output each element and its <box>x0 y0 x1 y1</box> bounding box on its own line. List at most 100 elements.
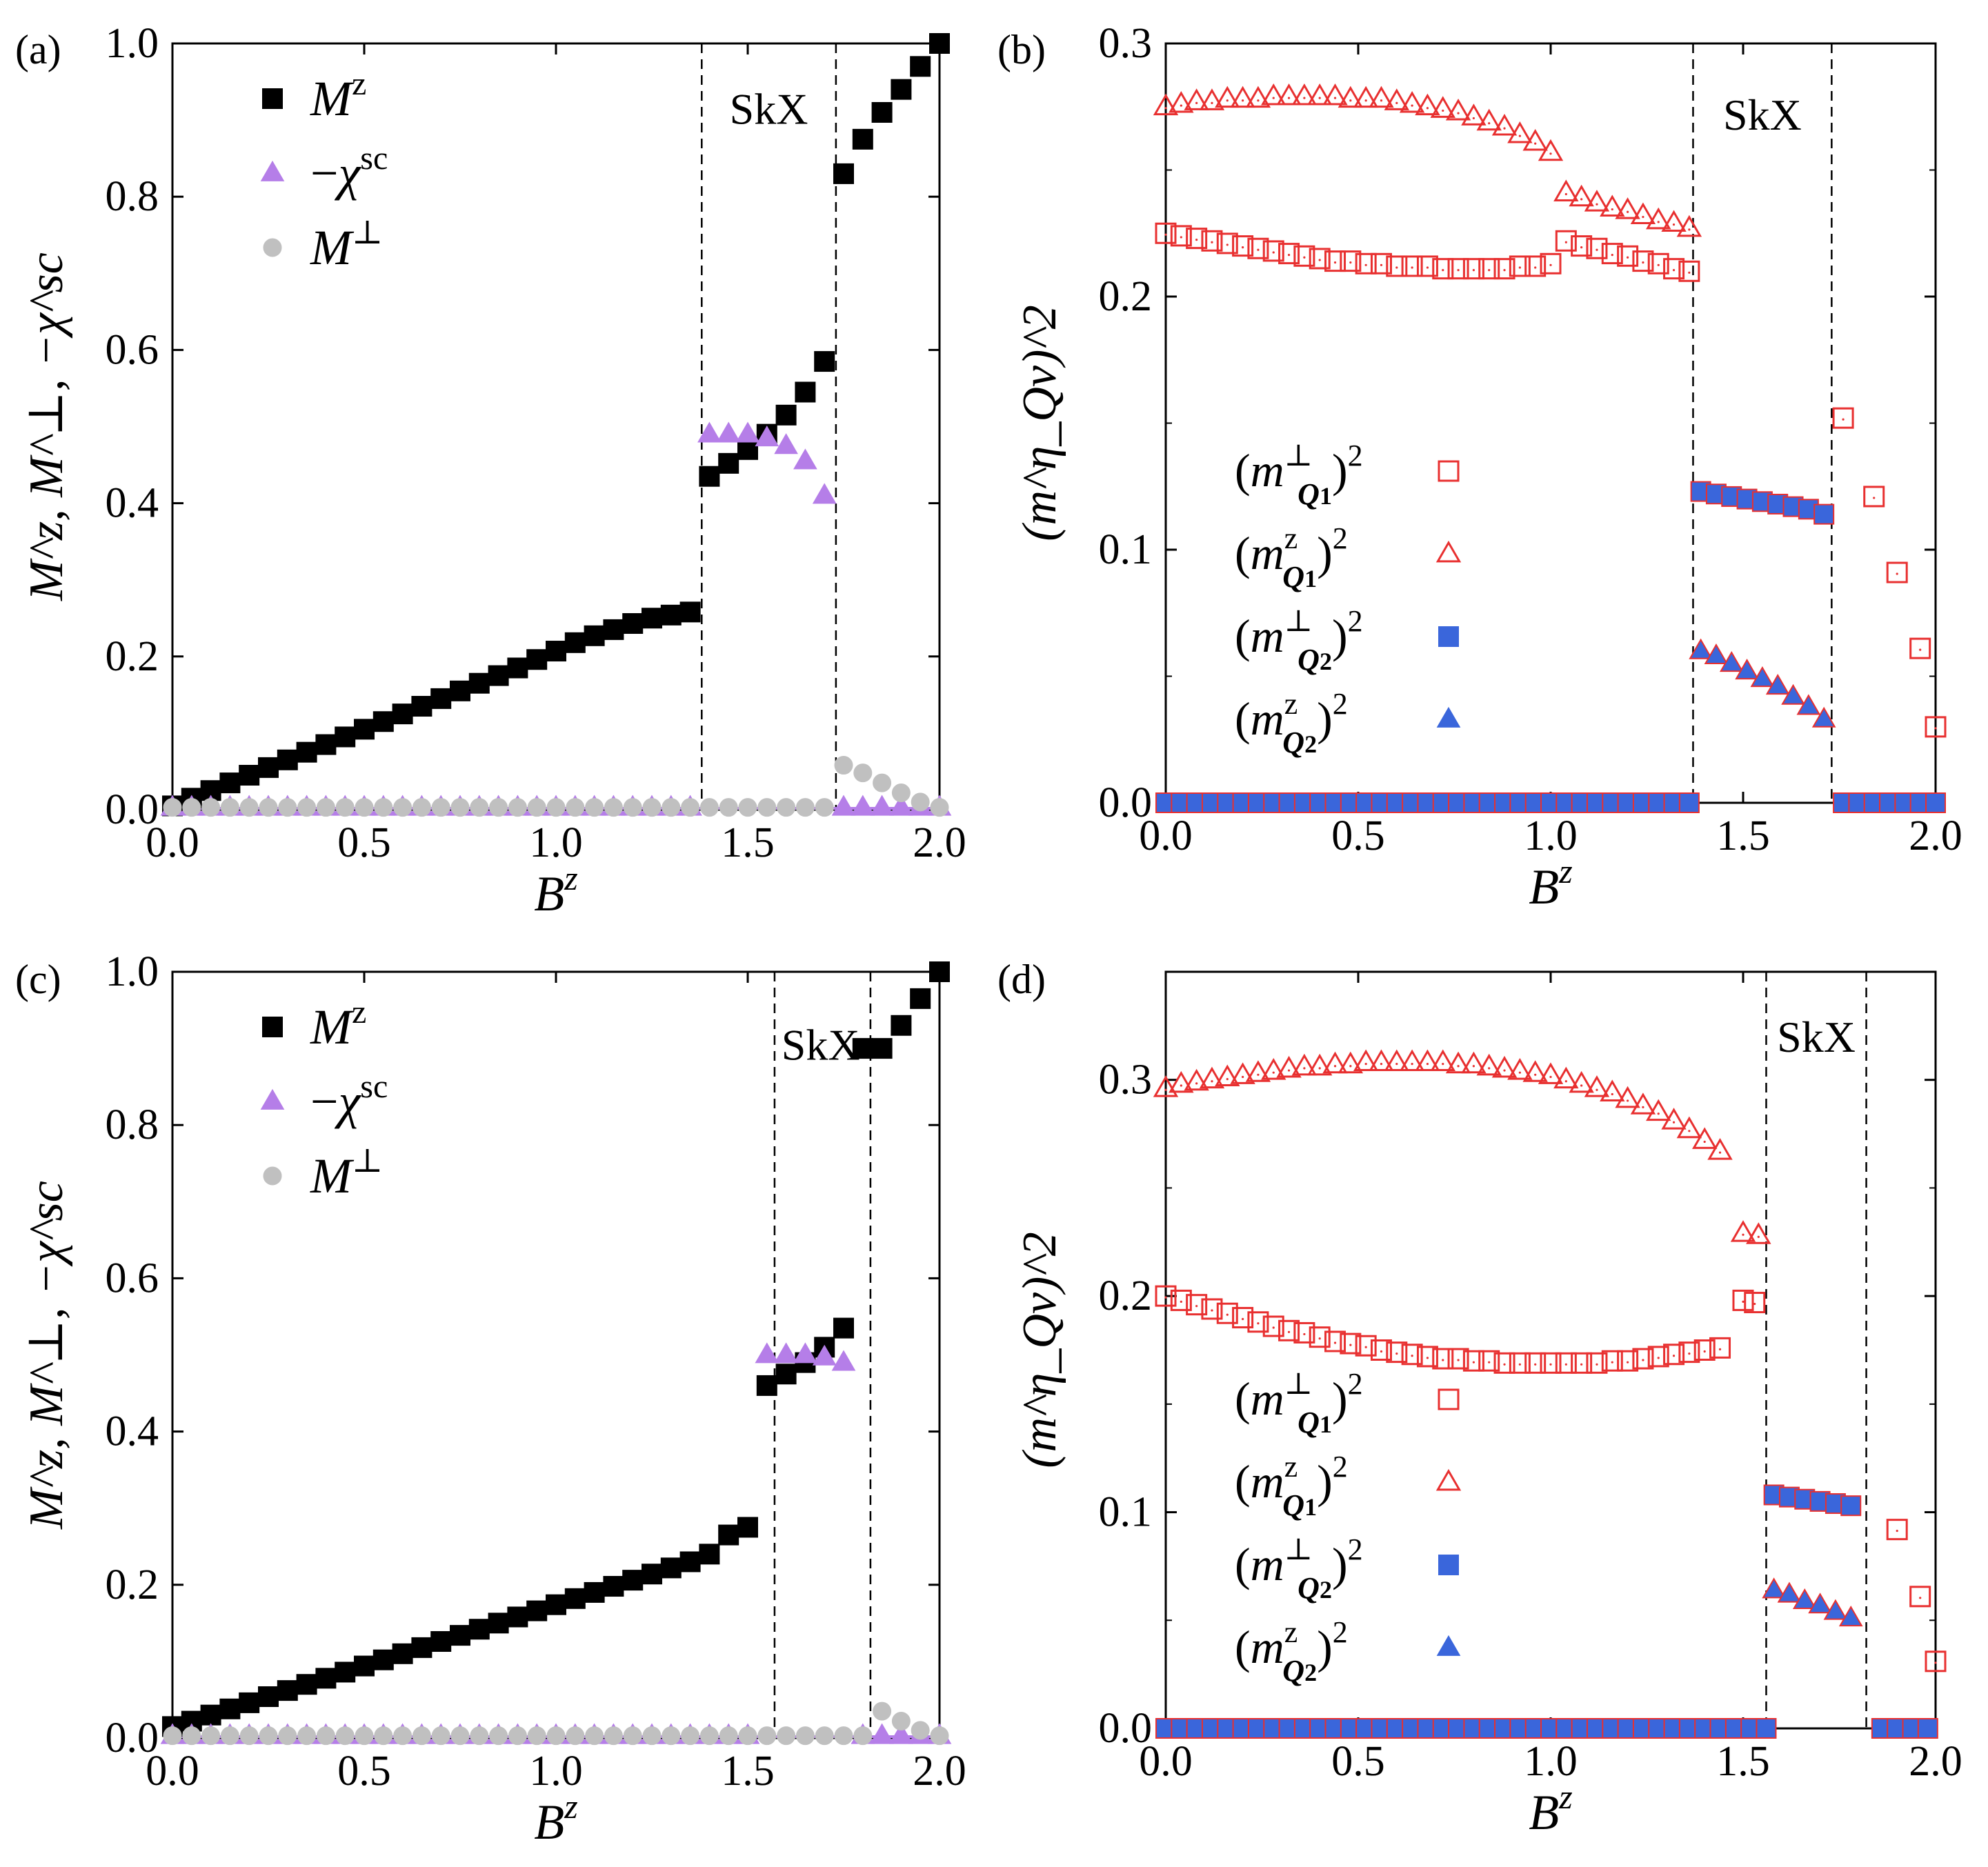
data-point <box>296 741 317 763</box>
x-tick-label: 2.0 <box>1909 1738 1962 1785</box>
data-point <box>564 632 586 653</box>
data-point-center <box>1919 1597 1922 1599</box>
data-point <box>392 1643 413 1664</box>
series-triangle <box>1689 638 1836 728</box>
data-point <box>777 798 796 817</box>
data-point <box>930 798 949 817</box>
x-tick-label: 1.0 <box>529 819 583 866</box>
legend-marker <box>1435 1468 1462 1491</box>
data-point <box>546 641 566 662</box>
data-point <box>851 795 875 816</box>
data-point <box>354 1655 375 1677</box>
data-point <box>182 798 201 817</box>
data-point <box>852 128 873 150</box>
data-point <box>622 1570 644 1591</box>
data-point <box>1447 1348 1469 1370</box>
data-point <box>1491 113 1518 136</box>
legend-marker <box>263 238 282 257</box>
data-point <box>1540 1352 1562 1374</box>
data-point <box>1338 86 1364 108</box>
data-point-center <box>1380 99 1383 102</box>
series-square <box>1155 481 1946 813</box>
data-point <box>1445 1051 1471 1074</box>
data-point-center <box>1303 1067 1306 1070</box>
data-point <box>1524 255 1547 277</box>
data-point-center <box>1934 1661 1937 1664</box>
data-point <box>795 381 816 403</box>
y-tick-label: 1.0 <box>106 20 159 67</box>
data-point <box>1571 235 1593 257</box>
data-point <box>1678 792 1700 813</box>
data-point-center <box>1287 97 1291 99</box>
legend-label: −χsc <box>310 140 388 201</box>
data-point <box>584 1581 605 1603</box>
x-tick-label: 0.0 <box>1139 812 1193 859</box>
data-point <box>1709 1337 1731 1359</box>
data-point <box>1678 260 1700 282</box>
data-point <box>374 1726 393 1746</box>
data-point-center <box>1642 1106 1644 1108</box>
data-point-center <box>1596 1363 1598 1366</box>
data-point-center <box>1688 271 1691 274</box>
data-point <box>929 961 950 982</box>
data-point <box>930 1726 949 1746</box>
data-point-center <box>1472 117 1475 120</box>
data-point <box>1186 1294 1208 1316</box>
data-point-center <box>1627 256 1629 259</box>
series-triangle <box>1762 1577 1863 1627</box>
data-point <box>1569 1070 1594 1093</box>
x-tick-label: 0.5 <box>1331 1738 1385 1785</box>
data-point-center <box>1257 1322 1260 1325</box>
y-tick-label: 0.4 <box>106 1408 159 1455</box>
data-point <box>1632 1348 1654 1370</box>
region-label-skx: SkX <box>1777 1012 1856 1061</box>
data-point <box>718 452 739 474</box>
data-point <box>1199 88 1225 110</box>
data-point <box>335 1726 355 1746</box>
data-point <box>891 1015 912 1036</box>
data-point <box>1704 643 1729 665</box>
data-point <box>259 1726 278 1746</box>
data-point-center <box>1287 254 1291 257</box>
legend: Mz −χsc M⊥ <box>260 66 388 275</box>
data-point-center <box>1242 1075 1244 1079</box>
data-point-center <box>1303 1332 1306 1336</box>
data-point <box>507 657 528 679</box>
data-point <box>1461 1051 1487 1074</box>
data-point <box>239 1726 259 1746</box>
data-point-center <box>1919 648 1922 651</box>
data-point <box>1796 694 1821 715</box>
data-point-center <box>1380 1063 1383 1066</box>
data-point-center <box>1226 1313 1229 1316</box>
data-point <box>1663 1344 1685 1366</box>
data-point-center <box>1287 1330 1291 1333</box>
data-point-center <box>1257 248 1260 251</box>
data-point-center <box>1642 1359 1644 1361</box>
data-point <box>372 1649 394 1670</box>
data-point <box>1462 1350 1484 1372</box>
data-point <box>258 1686 279 1708</box>
data-point-center <box>1718 1151 1722 1154</box>
data-point-center <box>1257 99 1260 102</box>
data-point <box>1215 86 1240 108</box>
data-point <box>1676 1116 1702 1139</box>
data-point <box>604 1726 623 1746</box>
data-point <box>411 696 433 717</box>
y-tick-label: 0.2 <box>1099 273 1153 320</box>
data-point-center <box>1753 1302 1756 1306</box>
data-point-center <box>1642 215 1644 219</box>
data-point-center <box>1549 1075 1552 1079</box>
data-point-center <box>1688 1352 1691 1355</box>
data-point-center <box>1611 208 1613 211</box>
y-tick-label: 0.8 <box>106 1101 159 1148</box>
x-tick-label: 2.0 <box>1909 812 1962 859</box>
data-point-center <box>1564 1080 1567 1083</box>
data-point-center <box>1718 1348 1722 1350</box>
data-point <box>1324 1330 1346 1352</box>
data-point <box>911 1721 930 1740</box>
data-point <box>1324 250 1346 272</box>
data-point <box>1615 1086 1640 1108</box>
region-label-skx: SkX <box>1723 90 1802 139</box>
data-point <box>566 1726 585 1746</box>
data-point-center <box>1503 127 1506 130</box>
